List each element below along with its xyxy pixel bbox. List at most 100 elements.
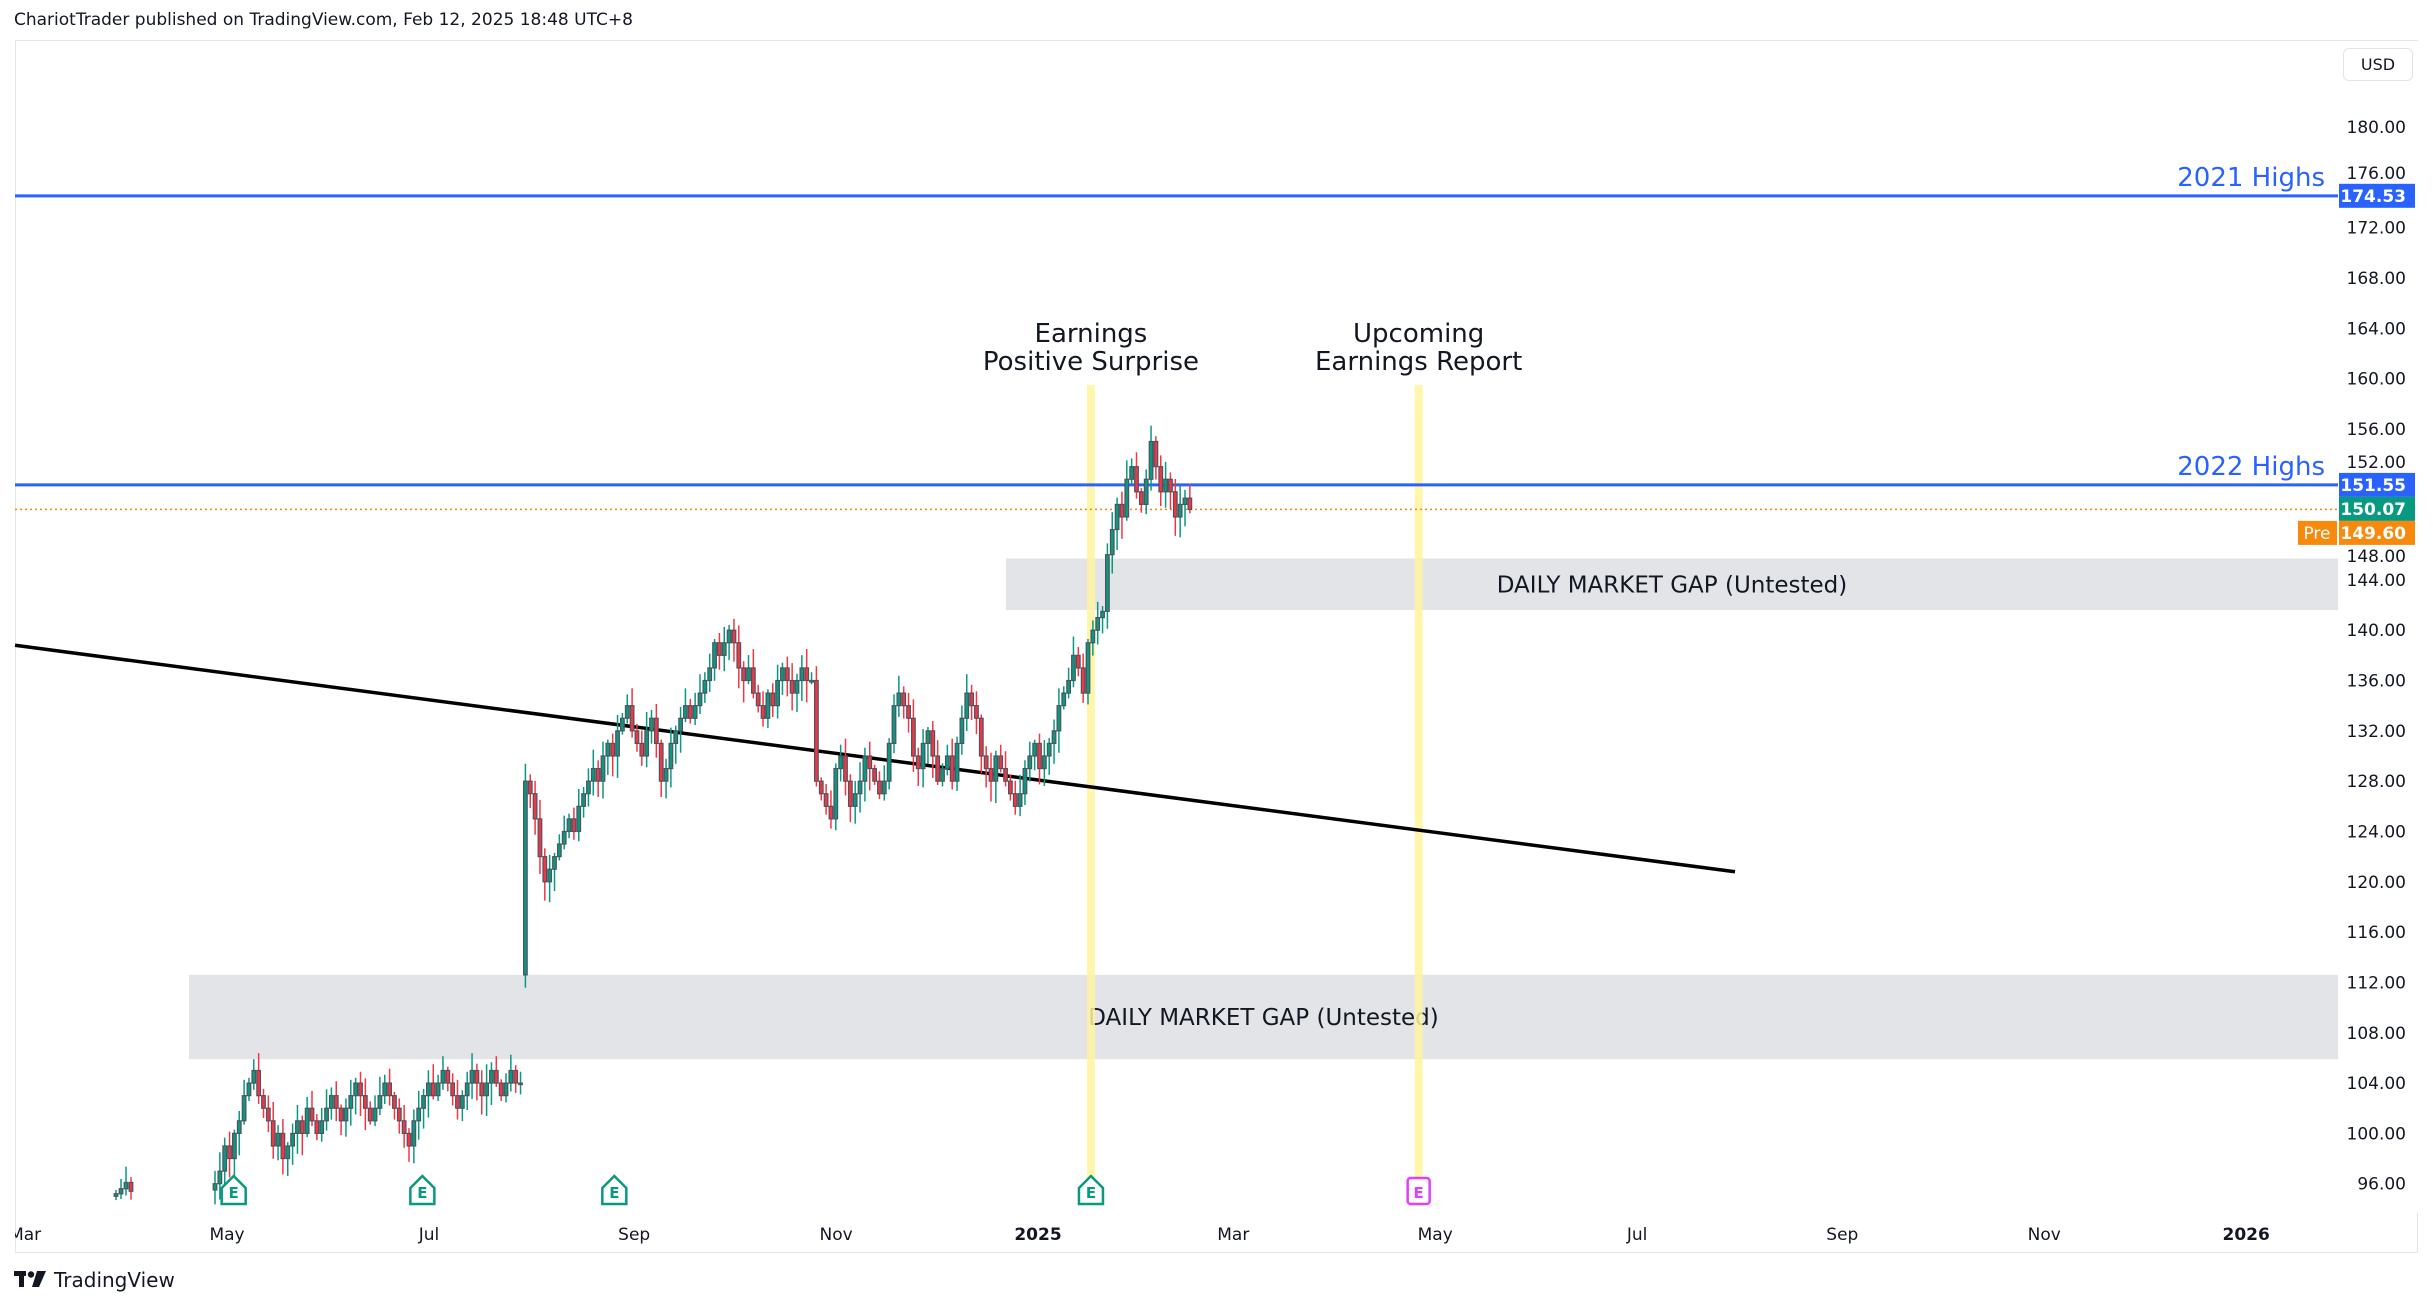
candle-body bbox=[1124, 478, 1130, 518]
candle-body bbox=[862, 755, 868, 782]
candle-body bbox=[1075, 654, 1081, 669]
candle-body bbox=[697, 692, 703, 707]
candle-body bbox=[940, 767, 945, 782]
price-tick: 160.00 bbox=[2347, 370, 2406, 390]
time-tick: Sep bbox=[618, 1225, 650, 1245]
candle-body bbox=[741, 667, 747, 682]
candle-body bbox=[1172, 491, 1178, 518]
time-tick: May bbox=[209, 1225, 244, 1245]
price-tick: 116.00 bbox=[2347, 923, 2406, 943]
candle-body bbox=[227, 1145, 232, 1160]
price-tick: 180.00 bbox=[2347, 118, 2406, 138]
candle-body bbox=[867, 755, 873, 770]
candle-body bbox=[809, 679, 814, 683]
candle-body bbox=[1080, 667, 1086, 694]
candle-body bbox=[639, 742, 645, 757]
candle-body bbox=[1051, 730, 1057, 745]
price-tag bbox=[2339, 183, 2415, 208]
candle-body bbox=[372, 1107, 378, 1122]
candle-body bbox=[1041, 755, 1047, 770]
price-tick: 128.00 bbox=[2347, 772, 2406, 792]
price-tick: 148.00 bbox=[2347, 547, 2406, 567]
earnings-marker-icon bbox=[1077, 1174, 1105, 1206]
candle-body bbox=[653, 717, 659, 745]
price-tick: 152.00 bbox=[2347, 453, 2406, 473]
time-tick: Mar bbox=[9, 1225, 41, 1245]
candle-body bbox=[1056, 705, 1062, 732]
candle-body bbox=[459, 1095, 465, 1109]
time-tick: May bbox=[1418, 1225, 1453, 1245]
price-tag bbox=[2339, 520, 2415, 545]
annotation-line1: Upcoming bbox=[1353, 319, 1484, 349]
candle-body bbox=[1138, 491, 1144, 506]
candle-body bbox=[1032, 742, 1038, 757]
candle-body bbox=[508, 1069, 514, 1084]
candle-body bbox=[396, 1107, 402, 1122]
time-tick: 2026 bbox=[2222, 1225, 2269, 1245]
candle-body bbox=[1003, 767, 1008, 782]
candle-body bbox=[838, 755, 844, 770]
earnings-marker-upcoming-icon bbox=[1406, 1176, 1431, 1206]
candle-body bbox=[123, 1181, 129, 1190]
price-tag bbox=[2339, 472, 2415, 497]
price-tick: 120.00 bbox=[2347, 873, 2406, 893]
candle-body bbox=[930, 730, 936, 757]
candle-body bbox=[760, 705, 766, 719]
candle-body bbox=[464, 1082, 470, 1097]
price-tick: 104.00 bbox=[2347, 1074, 2406, 1094]
candle-body bbox=[1022, 767, 1028, 795]
candle-body bbox=[217, 1170, 223, 1185]
candle-body bbox=[329, 1095, 334, 1109]
tradingview-logo[interactable]: TradingView bbox=[14, 1268, 175, 1292]
candle-body bbox=[644, 730, 650, 757]
time-tick: Jul bbox=[418, 1225, 440, 1245]
candle-body bbox=[896, 692, 902, 707]
market-gap-zone bbox=[1006, 558, 2338, 611]
candle-body bbox=[784, 667, 790, 682]
candle-body bbox=[1090, 629, 1096, 644]
candle-body bbox=[974, 705, 979, 719]
candle-body bbox=[118, 1188, 124, 1195]
price-tick: 100.00 bbox=[2347, 1124, 2406, 1144]
candle-body bbox=[726, 629, 732, 644]
candle-body bbox=[295, 1120, 300, 1134]
candle-body bbox=[1095, 617, 1101, 631]
candle-body bbox=[547, 868, 553, 883]
candle-body bbox=[949, 755, 955, 782]
candle-body bbox=[789, 679, 795, 694]
candle-body bbox=[857, 780, 863, 795]
candle-body bbox=[1037, 742, 1042, 770]
candle-body bbox=[1158, 466, 1164, 493]
candle-body bbox=[716, 642, 722, 656]
candle-body bbox=[435, 1082, 441, 1097]
price-tick: 108.00 bbox=[2347, 1024, 2406, 1044]
earnings-highlight-line bbox=[1086, 385, 1095, 1185]
candle-body bbox=[319, 1120, 325, 1134]
candle-body bbox=[1104, 554, 1110, 612]
price-tick: 156.00 bbox=[2347, 420, 2406, 440]
candle-body bbox=[299, 1120, 305, 1134]
candle-body bbox=[256, 1069, 262, 1097]
candle-body bbox=[600, 755, 606, 782]
time-tick: Sep bbox=[1826, 1225, 1858, 1245]
currency-button[interactable]: USD bbox=[2343, 48, 2413, 81]
candle-body bbox=[542, 856, 548, 883]
candle-body bbox=[1085, 642, 1091, 694]
candle-body bbox=[455, 1095, 460, 1109]
candle-body bbox=[590, 767, 596, 782]
candle-body bbox=[615, 730, 620, 757]
price-tick: 124.00 bbox=[2347, 822, 2406, 842]
candle-body bbox=[532, 793, 538, 820]
earnings-marker-label: E bbox=[229, 1184, 239, 1202]
candle-body bbox=[556, 843, 562, 858]
candle-body bbox=[411, 1120, 417, 1147]
candle-body bbox=[450, 1082, 456, 1097]
candle-body bbox=[537, 818, 543, 858]
annotation-line2: Earnings Report bbox=[1315, 347, 1522, 377]
candle-body bbox=[818, 780, 824, 795]
time-tick: Jul bbox=[1626, 1225, 1648, 1245]
candle-body bbox=[1109, 528, 1115, 556]
candle-body bbox=[649, 717, 654, 732]
candle-body bbox=[113, 1193, 119, 1197]
